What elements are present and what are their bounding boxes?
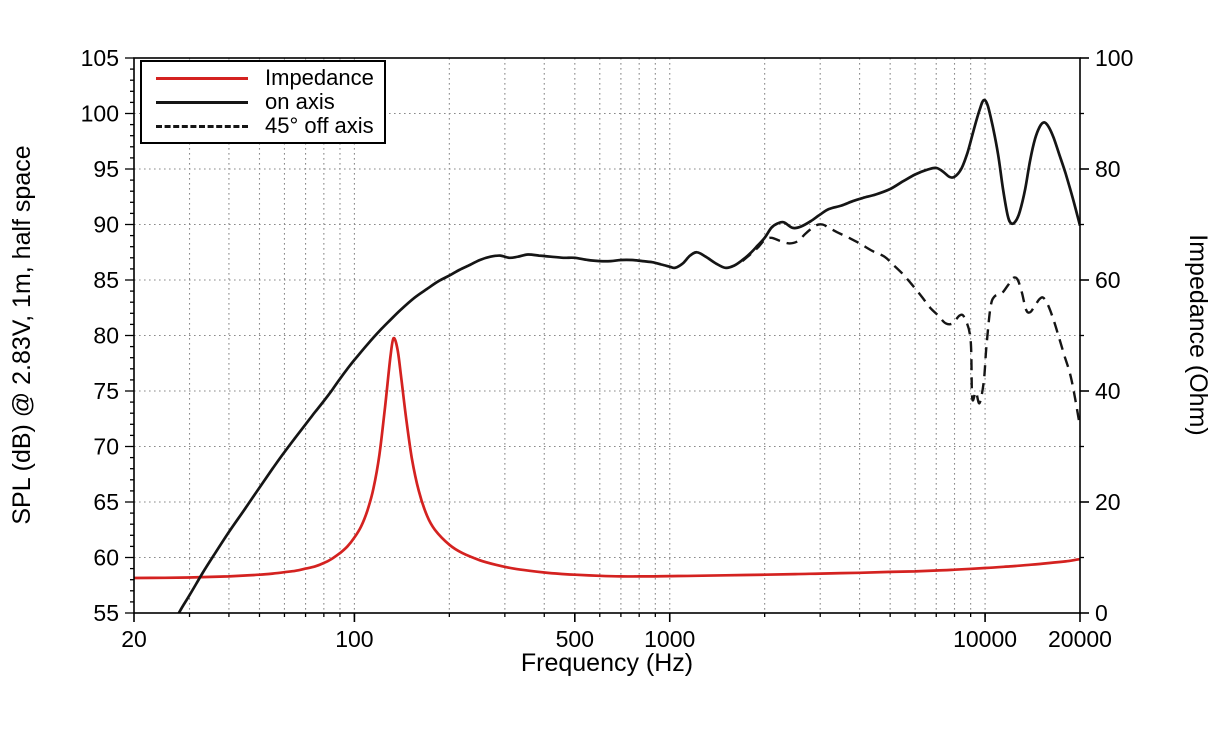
x-tick-label: 10000 [953,626,1017,652]
series-45-off-axis [741,223,1080,427]
y-left-tick-label: 65 [93,489,119,515]
x-axis-title: Frequency (Hz) [521,649,693,677]
x-tick-label: 20 [121,626,147,652]
y-right-tick-label: 0 [1095,600,1108,626]
on-axis-line-sample [156,100,248,104]
series-curves [134,98,1080,613]
series-impedance [134,336,1080,580]
y-left-tick-label: 55 [93,600,119,626]
legend-label-45-off-axis: 45° off axis [265,113,374,138]
y-right-axis-title: Impedance (Ohm) [1184,234,1212,435]
series-on-axis [177,98,1080,613]
y-right-tick-label: 80 [1095,156,1121,182]
x-tick-label: 1000 [644,626,695,652]
y-left-tick-label: 80 [93,323,119,349]
legend-item-on-axis: on axis [156,90,378,114]
y-left-tick-label: 90 [93,212,119,238]
x-tick-label: 100 [335,626,373,652]
y-left-tick-label: 95 [93,156,119,182]
legend-item-impedance: Impedance [156,66,378,90]
y-left-tick-label: 85 [93,267,119,293]
y-left-tick-label: 100 [81,101,119,127]
axis-ticks [125,57,1089,622]
legend-item-45-off-axis: 45° off axis [156,114,378,138]
y-left-tick-label: 105 [81,45,119,71]
y-right-tick-label: 20 [1095,489,1121,515]
x-tick-label: 500 [556,626,594,652]
legend-label-on-axis: on axis [265,89,335,114]
impedance-line-sample [156,76,248,80]
y-left-axis-title: SPL (dB) @ 2.83V, 1m, half space [8,145,36,524]
legend: Impedance on axis 45° off axis [140,60,386,144]
y-right-tick-label: 100 [1095,45,1133,71]
off-axis-line-sample [156,124,248,128]
y-left-tick-label: 75 [93,378,119,404]
y-left-tick-label: 70 [93,434,119,460]
x-tick-label: 20000 [1048,626,1112,652]
axis-tick-labels: 20 100 500 1000 10000 20000556065707580859095… [81,45,1134,652]
y-left-tick-label: 60 [93,545,119,571]
legend-label-impedance: Impedance [265,65,374,90]
y-right-tick-label: 60 [1095,267,1121,293]
y-right-tick-label: 40 [1095,378,1121,404]
